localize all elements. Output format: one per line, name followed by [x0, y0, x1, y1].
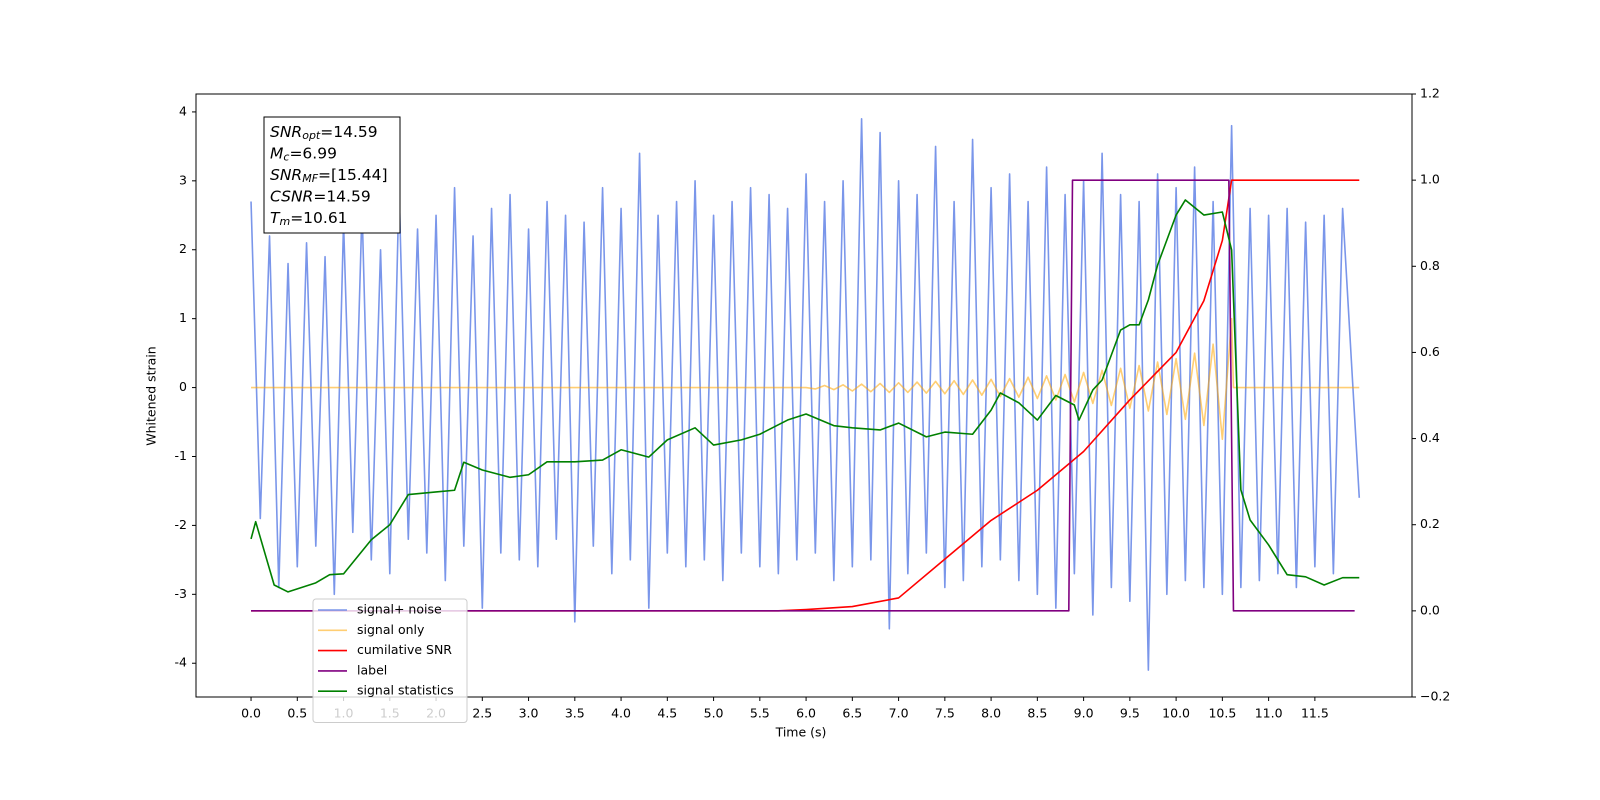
- series-line: [250, 199, 1360, 593]
- annotation-text: =10.61: [290, 209, 347, 227]
- y-tick-label: 0: [179, 379, 187, 394]
- series-line: [250, 118, 1361, 671]
- x-tick-label: 5.0: [704, 706, 724, 721]
- x-tick-label: 5.5: [750, 706, 770, 721]
- annotation-subscript: MF: [302, 172, 318, 185]
- y2-tick-label: 0.0: [1420, 602, 1440, 617]
- annotation-text: =6.99: [289, 144, 337, 162]
- x-tick-label: 11.0: [1255, 706, 1283, 721]
- x-tick-label: 7.0: [889, 706, 909, 721]
- annotation: SNRopt=14.59: [270, 123, 378, 143]
- x-tick-label: 8.0: [981, 706, 1001, 721]
- x-tick-label: 2.5: [472, 706, 492, 721]
- legend-label: cumilative SNR: [357, 642, 452, 657]
- y2-tick-label: −0.2: [1420, 689, 1450, 704]
- y-tick-label: -4: [175, 655, 188, 670]
- annotation-text: =14.59: [313, 187, 370, 205]
- legend-label: signal+ noise: [357, 602, 442, 617]
- legend-label: signal only: [357, 622, 425, 637]
- y-tick-label: 3: [179, 172, 187, 187]
- series-line: [251, 179, 1360, 612]
- x-tick-label: 9.0: [1074, 706, 1094, 721]
- annotation-symbol: T: [270, 209, 281, 227]
- x-tick-label: 10.5: [1208, 706, 1236, 721]
- legend: signal+ noise signal only cumilative SNR la…: [312, 598, 468, 723]
- series-line: [251, 317, 1360, 441]
- x-tick-label: 0.0: [241, 706, 261, 721]
- x-tick-label: 8.5: [1027, 706, 1047, 721]
- series-line: [251, 179, 1355, 612]
- x-tick-label: 3.5: [565, 706, 585, 721]
- x-tick-label: 6.0: [796, 706, 816, 721]
- annotation-text: =[15.44]: [318, 166, 387, 184]
- x-tick-label: 7.5: [935, 706, 955, 721]
- annotation-symbol: M: [270, 144, 283, 162]
- x-tick-label: 4.0: [611, 706, 631, 721]
- annotation-symbol: CSNR: [270, 187, 313, 205]
- annotation-symbol: SNR: [270, 123, 302, 141]
- y-tick-label: -2: [175, 517, 187, 532]
- annotation-box: SNRopt=14.59Mc=6.99SNRMF=[15.44]CSNR=14.…: [263, 116, 401, 234]
- legend-label: signal statistics: [357, 683, 454, 698]
- y-axis-label: Whitened strain: [144, 346, 159, 445]
- y2-tick-label: 0.2: [1420, 516, 1440, 531]
- x-tick-label: 3.0: [519, 706, 539, 721]
- y-tick-label: 1: [179, 310, 187, 325]
- x-tick-label: 0.5: [287, 706, 307, 721]
- y2-tick-label: 1.0: [1420, 172, 1440, 187]
- x-tick-label: 9.5: [1120, 706, 1140, 721]
- annotation: Mc=6.99: [270, 144, 337, 164]
- annotation-symbol: SNR: [270, 166, 302, 184]
- annotation: Tm=10.61: [270, 209, 348, 229]
- y-tick-label: -3: [175, 586, 187, 601]
- annotation: SNRMF=[15.44]: [270, 166, 388, 186]
- annotation-frame: [263, 116, 401, 234]
- y-tick-label: 4: [179, 103, 187, 118]
- legend-frame: [312, 598, 468, 723]
- annotation: CSNR=14.59: [270, 187, 371, 205]
- annotation-subscript: c: [283, 151, 289, 164]
- y2-tick-label: 0.8: [1420, 258, 1440, 273]
- y-tick-label: -1: [175, 448, 187, 463]
- y-tick-label: 2: [179, 241, 187, 256]
- x-tick-label: 4.5: [657, 706, 677, 721]
- legend-label: label: [357, 662, 387, 677]
- annotation-text: =14.59: [320, 123, 377, 141]
- x-tick-label: 11.5: [1301, 706, 1329, 721]
- x-axis-label: Time (s): [775, 725, 827, 740]
- annotation-subscript: opt: [302, 129, 321, 142]
- x-tick-label: 10.0: [1162, 706, 1190, 721]
- y2-tick-label: 0.4: [1420, 430, 1440, 445]
- y2-tick-label: 0.6: [1420, 344, 1440, 359]
- y2-tick-label: 1.2: [1420, 86, 1440, 101]
- annotation-subscript: m: [279, 215, 290, 228]
- x-tick-label: 6.5: [842, 706, 862, 721]
- plot-frame: [195, 93, 1413, 698]
